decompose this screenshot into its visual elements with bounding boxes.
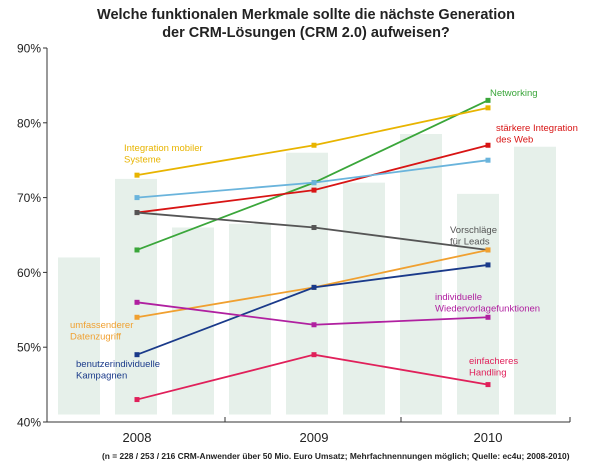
y-tick-label: 40% [17,416,41,430]
x-tick-label: 2010 [474,430,503,445]
data-point [485,382,491,388]
data-point [134,314,140,320]
data-point [134,210,140,216]
background-bar [286,152,328,415]
footnote: (n = 228 / 253 / 216 CRM-Anwender über 5… [102,451,570,461]
x-tick-label: 2009 [300,430,329,445]
y-tick-label: 90% [17,42,41,56]
data-point [485,247,491,253]
background-bar [172,227,214,415]
y-tick-label: 80% [17,116,41,130]
chart-title-line-1: Welche funktionalen Merkmale sollte die … [97,7,515,23]
data-point [134,247,140,253]
series-label: Integration mobiler Systeme [124,143,203,166]
data-point [134,172,140,178]
data-point [485,157,491,163]
data-point [485,142,491,148]
chart-title-line-2: der CRM-Lösungen (CRM 2.0) aufweisen? [162,25,450,41]
data-point [311,225,317,231]
data-point [311,352,317,358]
data-point [485,105,491,111]
data-point [134,299,140,305]
series-label: stärkere Integration des Web [496,123,578,146]
series-label: umfassenderer Datenzugriff [70,320,133,343]
series-labels: Networking stärkere Integration des Web Int… [70,88,578,382]
background-bar [514,146,556,415]
y-tick-label: 50% [17,341,41,355]
background-bars [58,134,556,415]
background-bar [457,193,499,415]
data-point [311,284,317,290]
background-bar [343,182,385,415]
series-label: Vorschläge für Leads [450,225,497,248]
data-point [311,187,317,193]
data-point [134,397,140,403]
x-tick-label: 2008 [123,430,152,445]
data-point [485,97,491,103]
axes: 90% 80% 70% 60% 50% 40% 2008 2009 2010 [17,42,571,445]
background-bar [58,257,100,415]
data-point [311,322,317,328]
data-point [134,195,140,201]
data-point [485,314,491,320]
series-label: Networking [490,88,538,99]
data-point [311,180,317,186]
background-bar [115,178,157,415]
data-point [311,142,317,148]
series-lines [134,97,491,403]
data-point [485,262,491,268]
series-label: individuelle Wiedervorlagefunktionen [435,292,540,315]
series-label: einfacheres Handling [469,356,518,379]
series-label: benutzerindividuelle Kampagnen [76,359,160,382]
data-point [134,352,140,358]
y-tick-label: 60% [17,266,41,280]
y-tick-label: 70% [17,191,41,205]
